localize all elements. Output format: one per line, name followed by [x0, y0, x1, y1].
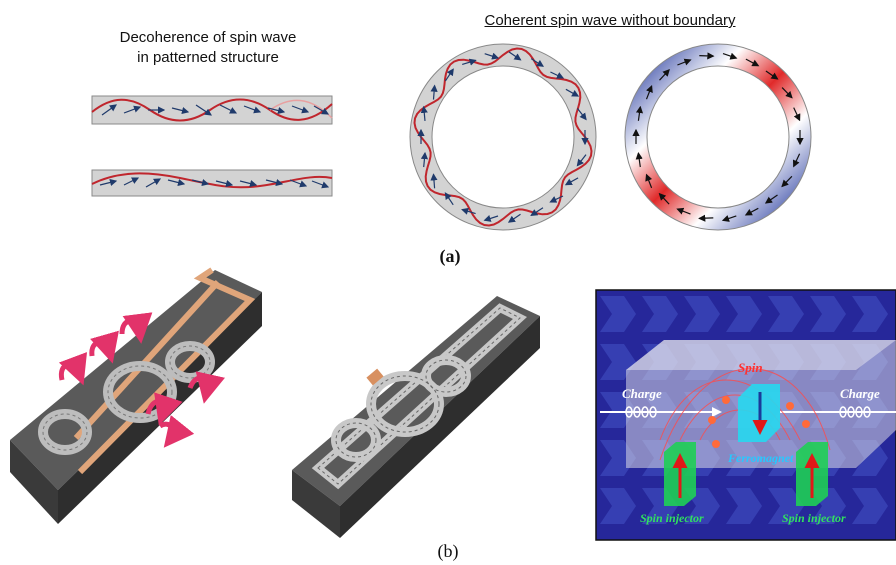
- spin-arrow: [530, 58, 545, 67]
- spin-arrow: [699, 52, 715, 60]
- chevron-shape: [852, 296, 888, 332]
- injector-right: [796, 442, 828, 506]
- spin-arrow: [764, 194, 778, 204]
- spin-arrow: [645, 173, 653, 189]
- spin-arrow: [484, 52, 500, 60]
- injector-left: [664, 442, 696, 506]
- spin-arrow: [745, 58, 760, 67]
- title-decoherence-line2: in patterned structure: [137, 49, 279, 66]
- spin-label: Spin: [738, 360, 763, 375]
- spin-arrow: [444, 68, 454, 82]
- spin-arrow: [420, 151, 429, 168]
- spin-arrow: [576, 154, 587, 167]
- panel-a-label: (a): [439, 246, 461, 266]
- spin-arrow: [722, 52, 738, 60]
- spin-arrow: [576, 108, 587, 121]
- spin-arrow: [677, 58, 692, 66]
- spin-arrow: [444, 192, 454, 206]
- chevron-shape: [768, 488, 804, 524]
- spin-arrow: [461, 207, 476, 215]
- spin-arrow: [549, 195, 564, 203]
- spin-arrow: [698, 214, 714, 222]
- spin-arrow: [721, 215, 737, 222]
- chevron-shape: [726, 488, 762, 524]
- ferromagnet-label: Ferromagnet: [727, 451, 794, 465]
- spin-arrow: [658, 192, 670, 205]
- spin-arrow: [507, 213, 521, 223]
- spin-arrow: [765, 70, 779, 80]
- spin-arrow: [483, 215, 499, 222]
- spin-arrow: [430, 173, 438, 189]
- spin-arrow: [676, 207, 691, 215]
- title-coherent: Coherent spin wave without boundary: [484, 12, 736, 29]
- spin-arrow: [781, 175, 793, 188]
- strip-top: [91, 95, 333, 125]
- chevron-shape: [726, 296, 762, 332]
- chevron-shape: [810, 296, 846, 332]
- spin-arrow: [530, 207, 544, 217]
- injector-left-label: Spin injector: [640, 511, 704, 525]
- spin-arrow: [420, 105, 428, 121]
- title-decoherence-line1: Decoherence of spin wave: [119, 29, 297, 46]
- spin-arrow: [781, 87, 793, 99]
- chevron-shape: [642, 296, 678, 332]
- spin-arrow: [659, 69, 670, 81]
- spin-arrow: [645, 84, 653, 100]
- ring-wave: [409, 43, 597, 231]
- spin-arrow: [565, 88, 580, 97]
- chevron-shape: [600, 296, 636, 332]
- panel-b-label: (b): [437, 541, 459, 561]
- chevron-shape: [768, 296, 804, 332]
- spin-arrow: [430, 84, 438, 100]
- charge-right-label: Charge: [840, 386, 880, 401]
- spin-device-image: Spin Charge Charge Ferromagnet Spin inje…: [595, 289, 896, 541]
- charge-left-label: Charge: [622, 386, 662, 401]
- title-decoherence: Decoherence of spin wave in patterned st…: [88, 28, 328, 68]
- spin-arrow: [792, 153, 801, 168]
- chevron-shape: [684, 296, 720, 332]
- spin-arrow: [550, 71, 565, 79]
- spin-arrow: [635, 105, 644, 121]
- chevron-shape: [600, 488, 636, 524]
- slab-track-device: [292, 296, 540, 538]
- slab-coil-device: [10, 267, 262, 524]
- ferromagnet-block: [738, 384, 780, 442]
- injector-right-label: Spin injector: [782, 511, 846, 525]
- chevron-shape: [852, 488, 888, 524]
- spin-arrow: [635, 152, 643, 168]
- spin-arrow: [793, 107, 801, 122]
- ring-colored: [624, 43, 812, 231]
- spin-arrow: [744, 207, 759, 216]
- spin-arrow: [508, 51, 522, 61]
- spin-arrow: [564, 177, 579, 186]
- strip-bottom: [91, 169, 333, 197]
- spin-arrow: [462, 58, 477, 66]
